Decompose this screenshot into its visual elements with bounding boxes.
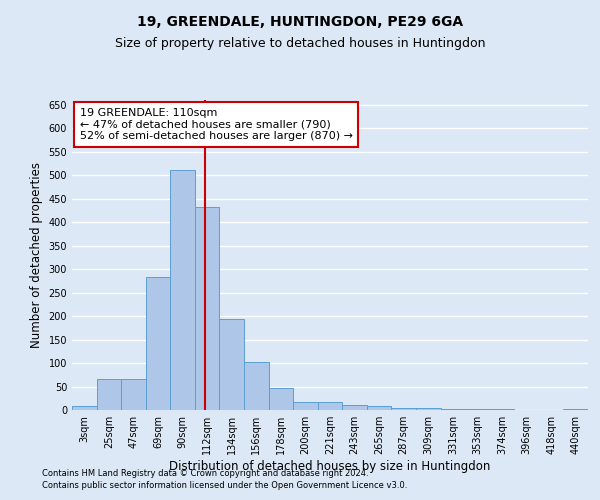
Bar bbox=[121, 380, 146, 410]
Bar bbox=[293, 402, 318, 410]
Bar bbox=[563, 408, 588, 410]
Bar bbox=[490, 409, 514, 410]
Bar bbox=[416, 408, 440, 410]
Bar bbox=[146, 277, 170, 410]
Bar bbox=[391, 408, 416, 410]
Text: Size of property relative to detached houses in Huntingdon: Size of property relative to detached ho… bbox=[115, 38, 485, 51]
Bar bbox=[220, 320, 244, 410]
Bar bbox=[269, 388, 293, 410]
Y-axis label: Number of detached properties: Number of detached properties bbox=[30, 162, 43, 348]
Bar bbox=[465, 409, 490, 410]
Bar bbox=[244, 362, 269, 410]
Bar bbox=[318, 402, 342, 410]
Bar bbox=[195, 206, 220, 410]
Text: 19, GREENDALE, HUNTINGDON, PE29 6GA: 19, GREENDALE, HUNTINGDON, PE29 6GA bbox=[137, 15, 463, 29]
X-axis label: Distribution of detached houses by size in Huntingdon: Distribution of detached houses by size … bbox=[169, 460, 491, 473]
Bar bbox=[440, 409, 465, 410]
Bar bbox=[367, 406, 391, 410]
Text: Contains HM Land Registry data © Crown copyright and database right 2024.: Contains HM Land Registry data © Crown c… bbox=[42, 468, 368, 477]
Text: 19 GREENDALE: 110sqm
← 47% of detached houses are smaller (790)
52% of semi-deta: 19 GREENDALE: 110sqm ← 47% of detached h… bbox=[80, 108, 353, 141]
Bar bbox=[342, 406, 367, 410]
Bar bbox=[72, 406, 97, 410]
Text: Contains public sector information licensed under the Open Government Licence v3: Contains public sector information licen… bbox=[42, 481, 407, 490]
Bar bbox=[97, 380, 121, 410]
Bar bbox=[170, 170, 195, 410]
